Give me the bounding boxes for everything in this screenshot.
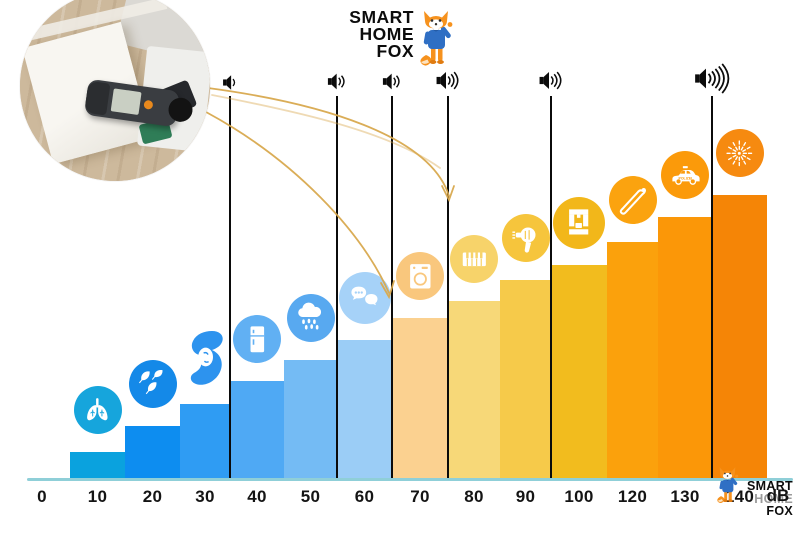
meter-button — [143, 99, 154, 110]
bar-40db — [230, 381, 284, 480]
marker-line-3 — [391, 96, 393, 480]
axis-tick-80: 80 — [464, 487, 484, 506]
bar-100db — [551, 265, 607, 480]
hair-dryer-icon — [501, 214, 550, 262]
brand-line-1: SMART — [747, 479, 793, 493]
brand-line-3: FOX — [766, 504, 793, 518]
brand-line-2: HOME — [754, 491, 793, 506]
speech-bubbles-icon — [338, 272, 391, 324]
axis-tick-130: 130 — [670, 487, 700, 506]
bar-130db — [658, 217, 712, 480]
svg-text:POLIZEI: POLIZEI — [678, 176, 692, 180]
speaker-volume-icon-1-waves — [223, 68, 242, 94]
piano-icon — [450, 235, 498, 283]
axis-tick-30: 30 — [195, 487, 215, 506]
decibel-meter-photo — [20, 0, 210, 181]
meter-screen — [110, 88, 142, 116]
bar-80db — [448, 301, 500, 480]
bar-90db — [500, 280, 551, 480]
brand-logo-top: SMART HOME FOX — [336, 7, 458, 72]
bar-30db — [180, 404, 230, 480]
bar-20db — [125, 426, 180, 480]
bar-10db — [70, 452, 125, 480]
axis-tick-90: 90 — [515, 487, 536, 506]
bar-60db — [337, 340, 392, 480]
speaker-volume-icon-2-waves — [327, 68, 351, 94]
leaves-icon — [128, 360, 177, 408]
axis-tick-100: 100 — [564, 487, 594, 506]
brand-logo-bottom: SMART HOME FOX — [714, 466, 793, 518]
marker-line-6 — [711, 96, 713, 480]
trombone-icon — [608, 176, 657, 224]
axis-baseline — [27, 478, 793, 481]
marker-line-2 — [336, 96, 338, 480]
bar-140db — [712, 195, 767, 480]
axis-tick-10: 10 — [87, 487, 108, 506]
axis-tick-0: 0 — [37, 487, 47, 506]
arrow-to-70db — [207, 87, 450, 197]
meter-grip — [84, 80, 111, 116]
marker-line-1 — [229, 96, 231, 480]
speaker-volume-icon-3-waves — [436, 68, 464, 94]
coffee-machine-icon — [553, 197, 605, 249]
marker-line-4 — [447, 96, 449, 480]
bar-70db — [392, 318, 448, 480]
bar-50db — [284, 360, 337, 480]
rain-cloud-icon — [286, 294, 335, 342]
bar-120db — [607, 242, 658, 480]
axis-tick-60: 60 — [354, 487, 375, 506]
fireworks-icon — [715, 129, 764, 177]
marker-line-5 — [550, 96, 552, 480]
axis-tick-50: 50 — [300, 487, 321, 506]
axis-unit-label: dB — [766, 486, 790, 505]
fox-mascot-icon — [414, 9, 458, 72]
speaker-volume-icon-5-waves — [695, 63, 734, 94]
axis-tick-120: 120 — [617, 487, 648, 506]
whisper-icon — [182, 330, 228, 399]
brand-line-1: SMART — [349, 7, 414, 27]
washing-machine-icon — [396, 252, 444, 300]
brand-line-3: FOX — [376, 41, 414, 61]
fox-mascot-icon — [714, 466, 741, 509]
axis-tick-40: 40 — [247, 487, 267, 506]
arrow-to-60db — [205, 111, 390, 294]
speaker-volume-icon-3-waves — [539, 68, 567, 94]
speaker-volume-icon-2-waves — [382, 68, 406, 94]
police-car-icon: POLIZEI — [661, 151, 709, 199]
fridge-icon — [233, 315, 281, 363]
brand-line-2: HOME — [359, 24, 414, 44]
lungs-icon — [73, 386, 122, 434]
axis-tick-70: 70 — [410, 487, 430, 506]
axis-tick-20: 20 — [142, 487, 163, 506]
